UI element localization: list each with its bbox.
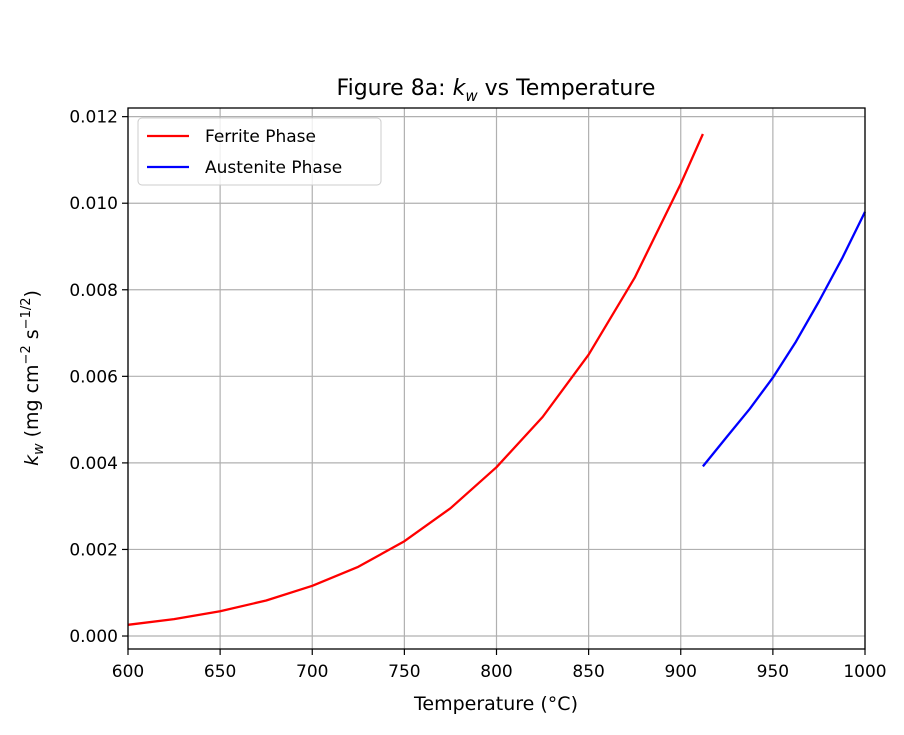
legend-label-austenite: Austenite Phase (205, 158, 342, 178)
y-tick-label: 0.008 (69, 281, 118, 301)
y-axis-label: kw (mg cm−2 s−1/2) (19, 290, 47, 466)
y-tick-label: 0.002 (69, 540, 118, 560)
x-tick-label: 600 (112, 662, 144, 682)
chart-title: Figure 8a: kw vs Temperature (337, 76, 656, 105)
x-tick-label: 700 (296, 662, 328, 682)
grid (127, 108, 866, 649)
legend-box (137, 117, 382, 186)
y-tick-label: 0.000 (69, 627, 118, 647)
y-tick-label: 0.004 (69, 454, 118, 474)
series-line-ferrite-phase (127, 133, 704, 626)
series-layer (127, 133, 867, 626)
x-tick-label: 650 (204, 662, 236, 682)
x-tick-label: 1000 (843, 662, 886, 682)
x-tick-label: 950 (757, 662, 789, 682)
y-tick-label: 0.010 (69, 194, 118, 214)
series-line-austenite-phase (702, 211, 867, 468)
legend: Ferrite Phase Austenite Phase (137, 117, 382, 186)
x-tick-label: 750 (388, 662, 420, 682)
y-tick-label: 0.006 (69, 367, 118, 387)
x-axis-label: Temperature (°C) (413, 693, 578, 715)
x-tick-label: 850 (572, 662, 604, 682)
legend-label-ferrite: Ferrite Phase (205, 127, 316, 147)
x-tick-label: 800 (480, 662, 512, 682)
x-tick-label: 900 (665, 662, 697, 682)
y-tick-label: 0.012 (69, 108, 118, 128)
ticks: 600 650 700 750 800 850 900 950 1000 0.000 0.002 0.… (69, 108, 886, 682)
